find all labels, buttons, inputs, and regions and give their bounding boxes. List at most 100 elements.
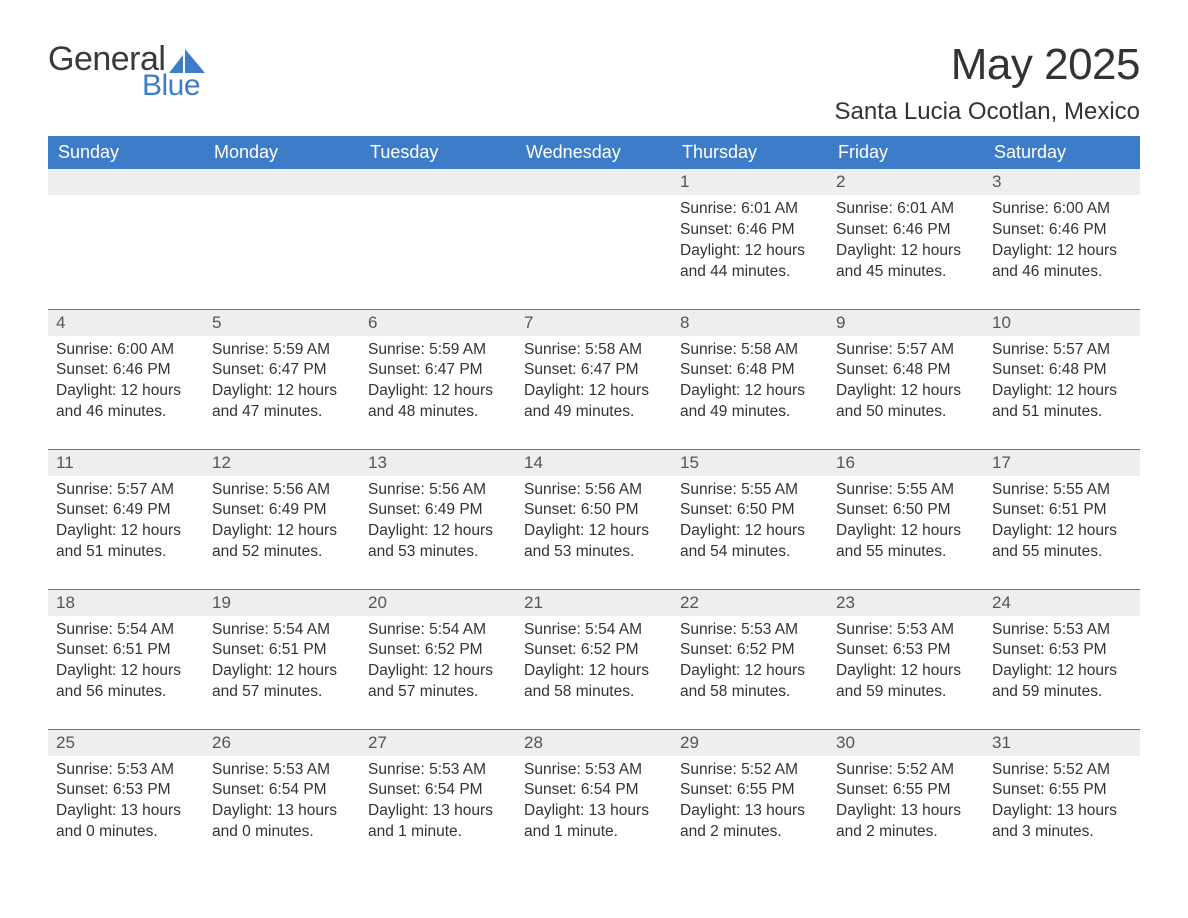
sunrise-label: Sunrise: [836, 200, 897, 217]
sunset-line: Sunset: 6:49 PM [368, 500, 508, 521]
calendar-empty-cell [516, 169, 672, 309]
sunrise-value: 5:55 AM [897, 481, 954, 498]
day-number: 21 [516, 590, 672, 616]
sunset-label: Sunset: [992, 641, 1049, 658]
sunset-label: Sunset: [992, 221, 1049, 238]
logo-sail-icon [169, 49, 205, 73]
sunrise-label: Sunrise: [992, 341, 1053, 358]
sunset-value: 6:51 PM [113, 641, 171, 658]
day-number: 12 [204, 450, 360, 476]
day-details: Sunrise: 5:54 AM Sunset: 6:52 PMDaylight:… [360, 616, 516, 704]
day-details: Sunrise: 5:53 AMSunset: 6:54 PMDaylight:… [516, 756, 672, 844]
sunrise-line: Sunrise: 5:55 AM [680, 480, 820, 501]
sunrise-label: Sunrise: [524, 621, 585, 638]
sunset-value: 6:55 PM [893, 781, 951, 798]
sunrise-label: Sunrise: [992, 761, 1053, 778]
calendar-day-cell: 7Sunrise: 5:58 AMSunset: 6:47 PMDaylight… [516, 309, 672, 449]
sunset-value: 6:50 PM [893, 501, 951, 518]
sunrise-line: Sunrise: 5:53 AM [368, 760, 508, 781]
sunset-line: Sunset: 6:48 PM [680, 360, 820, 381]
sunrise-label: Sunrise: [212, 341, 273, 358]
day-details: Sunrise: 5:53 AMSunset: 6:54 PMDaylight:… [204, 756, 360, 844]
daylight-label: Daylight: [992, 242, 1057, 259]
daylight-label: Daylight: [992, 522, 1057, 539]
sunrise-line: Sunrise: 5:56 AM [524, 480, 664, 501]
sunset-label: Sunset: [680, 781, 737, 798]
sunrise-value: 5:52 AM [1053, 761, 1110, 778]
daylight-line: Daylight: 12 hours and 56 minutes. [56, 661, 196, 703]
sunset-label: Sunset: [992, 781, 1049, 798]
sunrise-value: 5:56 AM [273, 481, 330, 498]
day-details: Sunrise: 5:55 AMSunset: 6:50 PMDaylight:… [672, 476, 828, 564]
brand-logo: General Blue [48, 40, 205, 103]
calendar-day-cell: 4Sunrise: 6:00 AMSunset: 6:46 PMDaylight… [48, 309, 204, 449]
sunset-line: Sunset: 6:55 PM [992, 780, 1132, 801]
calendar-day-cell: 30Sunrise: 5:52 AMSunset: 6:55 PMDayligh… [828, 729, 984, 869]
day-details: Sunrise: 5:53 AMSunset: 6:52 PMDaylight:… [672, 616, 828, 704]
daylight-line: Daylight: 12 hours and 58 minutes. [680, 661, 820, 703]
sunset-line: Sunset: 6:48 PM [992, 360, 1132, 381]
sunrise-line: Sunrise: 6:00 AM [992, 199, 1132, 220]
sunrise-label: Sunrise: [56, 341, 117, 358]
sunset-line: Sunset: 6:52 PM [524, 640, 664, 661]
sunrise-value: 5:58 AM [741, 341, 798, 358]
sunrise-line: Sunrise: 6:00 AM [56, 340, 196, 361]
day-number: 16 [828, 450, 984, 476]
day-number-empty [516, 169, 672, 195]
calendar-day-cell: 20Sunrise: 5:54 AMSunset: 6:52 PMDayligh… [360, 589, 516, 729]
sunrise-label: Sunrise: [56, 621, 117, 638]
day-details: Sunrise: 5:59 AMSunset: 6:47 PMDaylight:… [360, 336, 516, 424]
daylight-line: Daylight: 12 hours and 50 minutes. [836, 381, 976, 423]
sunset-value: 6:55 PM [737, 781, 795, 798]
daylight-label: Daylight: [56, 802, 121, 819]
sunrise-label: Sunrise: [680, 341, 741, 358]
sunrise-line: Sunrise: 5:58 AM [524, 340, 664, 361]
sunrise-line: Sunrise: 5:57 AM [836, 340, 976, 361]
day-details: Sunrise: 5:56 AMSunset: 6:50 PMDaylight:… [516, 476, 672, 564]
sunset-label: Sunset: [212, 781, 269, 798]
sunset-line: Sunset: 6:49 PM [212, 500, 352, 521]
day-number: 13 [360, 450, 516, 476]
sunset-value: 6:46 PM [1049, 221, 1107, 238]
day-details: Sunrise: 5:54 AMSunset: 6:52 PMDaylight:… [516, 616, 672, 704]
daylight-label: Daylight: [524, 522, 589, 539]
day-number: 22 [672, 590, 828, 616]
calendar-week-row: 25Sunrise: 5:53 AMSunset: 6:53 PMDayligh… [48, 729, 1140, 869]
sunrise-value: 5:54 AM [273, 621, 330, 638]
daylight-label: Daylight: [836, 662, 901, 679]
sunset-line: Sunset: 6:53 PM [992, 640, 1132, 661]
sunrise-value: 5:53 AM [117, 761, 174, 778]
sunrise-value: 5:54 AM [429, 621, 486, 638]
calendar-day-cell: 5Sunrise: 5:59 AMSunset: 6:47 PMDaylight… [204, 309, 360, 449]
sunset-value: 6:49 PM [269, 501, 327, 518]
daylight-line: Daylight: 13 hours and 1 minute. [368, 801, 508, 843]
sunrise-line: Sunrise: 5:53 AM [524, 760, 664, 781]
day-details: Sunrise: 5:53 AMSunset: 6:53 PMDaylight:… [48, 756, 204, 844]
day-details: Sunrise: 5:57 AMSunset: 6:49 PMDaylight:… [48, 476, 204, 564]
daylight-line: Daylight: 12 hours and 58 minutes. [524, 661, 664, 703]
daylight-line: Daylight: 12 hours and 59 minutes. [836, 661, 976, 703]
calendar-week-row: 4Sunrise: 6:00 AMSunset: 6:46 PMDaylight… [48, 309, 1140, 449]
sunset-value: 6:54 PM [269, 781, 327, 798]
sunrise-label: Sunrise: [212, 761, 273, 778]
sunset-value: 6:52 PM [737, 641, 795, 658]
daylight-line: Daylight: 12 hours and 54 minutes. [680, 521, 820, 563]
day-details: Sunrise: 5:58 AMSunset: 6:47 PMDaylight:… [516, 336, 672, 424]
sunset-label: Sunset: [56, 781, 113, 798]
sunrise-label: Sunrise: [212, 481, 273, 498]
page-header: General Blue May 2025 Santa Lucia Ocotla… [48, 40, 1140, 126]
sunset-line: Sunset: 6:52 PM [680, 640, 820, 661]
daylight-line: Daylight: 13 hours and 0 minutes. [56, 801, 196, 843]
day-number: 17 [984, 450, 1140, 476]
sunrise-value: 5:56 AM [429, 481, 486, 498]
day-number: 5 [204, 310, 360, 336]
day-number: 27 [360, 730, 516, 756]
calendar-day-cell: 12Sunrise: 5:56 AMSunset: 6:49 PMDayligh… [204, 449, 360, 589]
sunrise-value: 5:53 AM [741, 621, 798, 638]
daylight-line: Daylight: 12 hours and 57 minutes. [368, 661, 508, 703]
day-details: Sunrise: 5:58 AMSunset: 6:48 PMDaylight:… [672, 336, 828, 424]
sunrise-label: Sunrise: [368, 621, 429, 638]
sunset-line: Sunset: 6:52 PM [368, 640, 508, 661]
daylight-line: Daylight: 12 hours and 55 minutes. [836, 521, 976, 563]
daylight-label: Daylight: [524, 802, 589, 819]
